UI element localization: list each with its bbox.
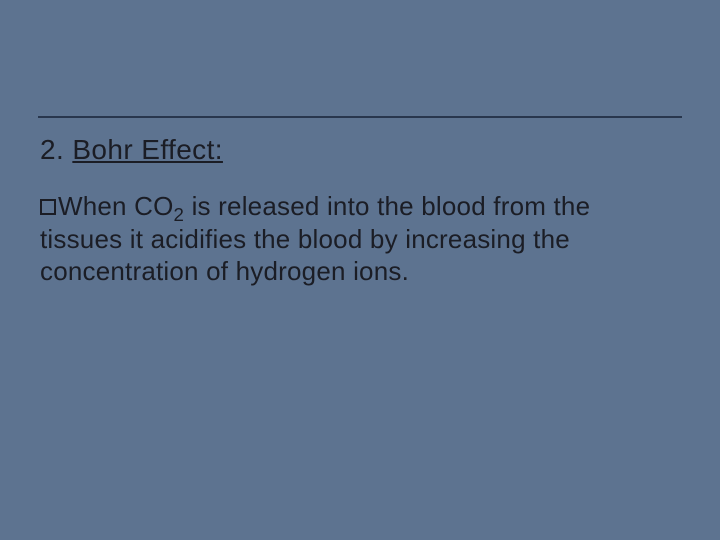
body-text-subscript: 2 — [174, 204, 185, 225]
slide-inner: 2. Bohr Effect: When CO2 is released int… — [18, 18, 702, 522]
body-text: When CO2 is released into the blood from… — [40, 190, 672, 288]
heading-title: Bohr Effect: — [72, 134, 223, 165]
divider-line — [38, 116, 682, 118]
slide-heading: 2. Bohr Effect: — [40, 134, 223, 166]
body-text-prefix: When CO — [58, 191, 174, 221]
slide: 2. Bohr Effect: When CO2 is released int… — [0, 0, 720, 540]
heading-number: 2. — [40, 134, 64, 165]
bullet-icon — [40, 199, 56, 215]
